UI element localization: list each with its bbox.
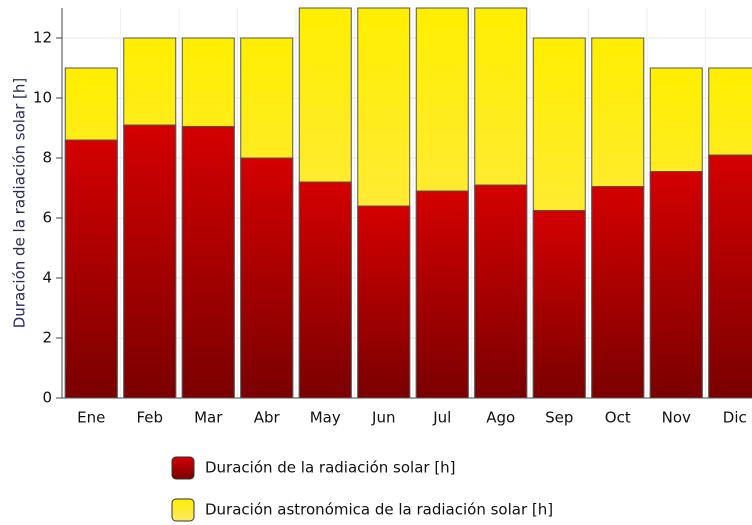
legend-label: Duración de la radiación solar [h] [205,459,456,477]
x-tick-label: Ago [486,409,515,427]
y-tick-label: 6 [42,209,52,227]
x-tick-label: Abr [254,409,281,427]
x-tick-label: May [310,409,341,427]
y-tick-label: 4 [42,269,52,287]
bar [415,190,469,399]
x-tick-label: Sep [545,409,573,427]
legend-marker [171,456,195,480]
bar [64,139,118,399]
bar [532,210,586,399]
x-tick-label: Jun [371,409,395,427]
bar [240,157,294,399]
bar [357,205,411,399]
y-tick-label: 10 [33,89,52,107]
legend-label: Duración astronómica de la radiación sol… [205,501,553,519]
y-tick-label: 0 [42,389,52,407]
bar [474,184,528,399]
x-tick-label: Mar [194,409,223,427]
bar [649,171,703,399]
bar [708,154,752,399]
bar [591,186,645,399]
x-tick-label: Jul [432,409,451,427]
bar [298,181,352,399]
x-tick-label: Ene [77,409,105,427]
x-tick-label: Dic [723,409,747,427]
bar [181,126,235,399]
y-tick-label: 12 [33,29,52,47]
legend-marker [171,498,195,522]
bar [123,124,177,399]
y-tick-label: 2 [42,329,52,347]
x-tick-label: Feb [136,409,163,427]
y-axis-label: Duración de la radiación solar [h] [11,78,29,329]
x-tick-label: Nov [662,409,691,427]
x-tick-label: Oct [605,409,631,427]
y-tick-label: 8 [42,149,52,167]
